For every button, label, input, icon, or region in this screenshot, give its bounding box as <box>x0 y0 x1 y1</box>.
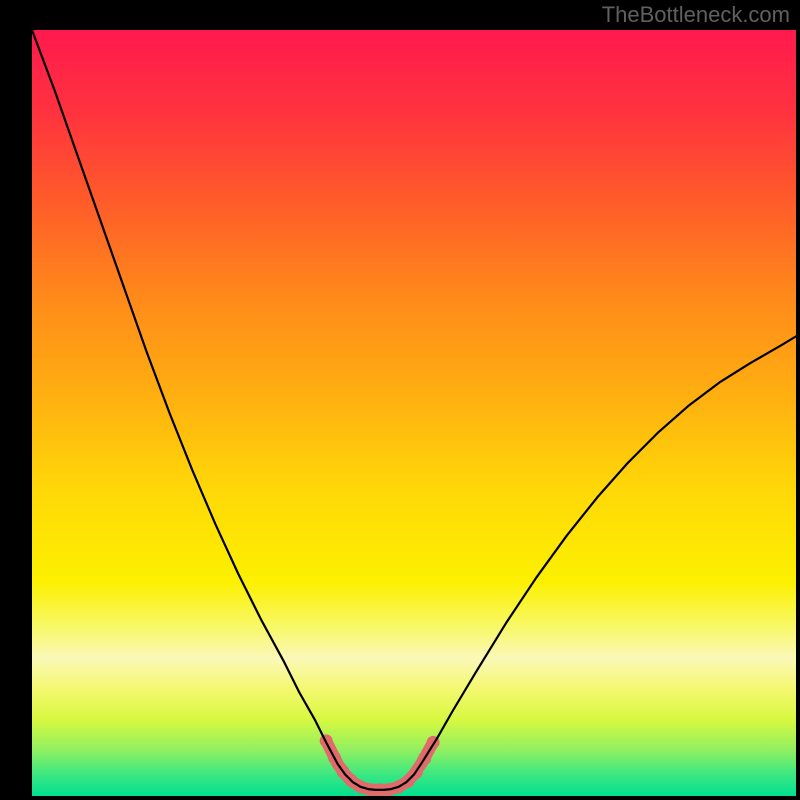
bottleneck-curve-chart <box>32 30 796 796</box>
watermark-text: TheBottleneck.com <box>602 2 790 28</box>
plot-area <box>32 30 796 796</box>
